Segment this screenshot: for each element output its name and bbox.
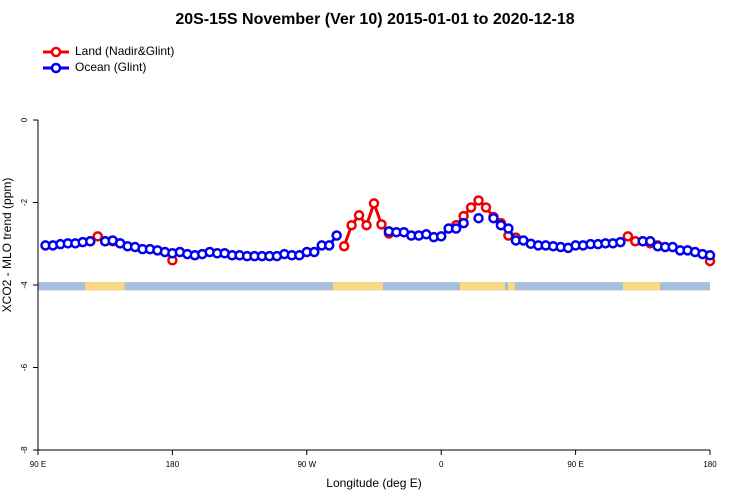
y-tick-label: -2 — [20, 198, 29, 206]
marker — [346, 219, 357, 231]
x-tick-label: 90 E — [567, 460, 583, 469]
y-tick-label: -6 — [20, 363, 29, 371]
x-tick-label: 0 — [439, 460, 444, 469]
marker — [480, 202, 492, 213]
x-axis-label: Longitude (deg E) — [326, 476, 421, 490]
y-tick-label: -4 — [20, 281, 29, 289]
land-mask — [332, 282, 383, 291]
x-tick-label: 90 W — [297, 460, 316, 469]
marker — [331, 230, 342, 241]
y-tick-label: -8 — [20, 446, 29, 454]
marker — [353, 210, 365, 221]
marker — [704, 250, 716, 261]
marker — [645, 236, 656, 247]
land-mask — [622, 282, 660, 291]
marker — [85, 236, 96, 247]
legend-marker — [50, 46, 62, 58]
legend-label: Ocean (Glint) — [75, 60, 146, 74]
marker — [435, 231, 447, 242]
y-axis-label: XCO2 - MLO trend (ppm) — [0, 178, 14, 313]
marker — [361, 219, 372, 231]
marker — [309, 246, 320, 258]
x-tick-label: 90 E — [30, 460, 46, 469]
land-mask — [460, 282, 505, 291]
marker — [622, 231, 634, 242]
marker — [376, 219, 387, 230]
marker — [450, 223, 462, 234]
marker — [368, 198, 380, 209]
marker — [615, 236, 626, 248]
marker — [323, 240, 335, 251]
marker — [488, 212, 499, 224]
marker — [473, 212, 484, 224]
marker — [503, 223, 514, 234]
x-tick-label: 180 — [166, 460, 180, 469]
marker — [473, 195, 484, 206]
marker — [338, 240, 350, 252]
x-tick-label: 180 — [703, 460, 717, 469]
land-mask — [85, 282, 125, 291]
marker — [458, 217, 469, 229]
marker — [92, 231, 103, 242]
legend-label: Land (Nadir&Glint) — [75, 44, 174, 58]
y-tick-label: 0 — [20, 117, 29, 122]
chart-title: 20S-15S November (Ver 10) 2015-01-01 to … — [175, 11, 574, 28]
marker — [465, 202, 477, 213]
legend-marker — [50, 62, 62, 74]
land-mask — [507, 282, 515, 291]
